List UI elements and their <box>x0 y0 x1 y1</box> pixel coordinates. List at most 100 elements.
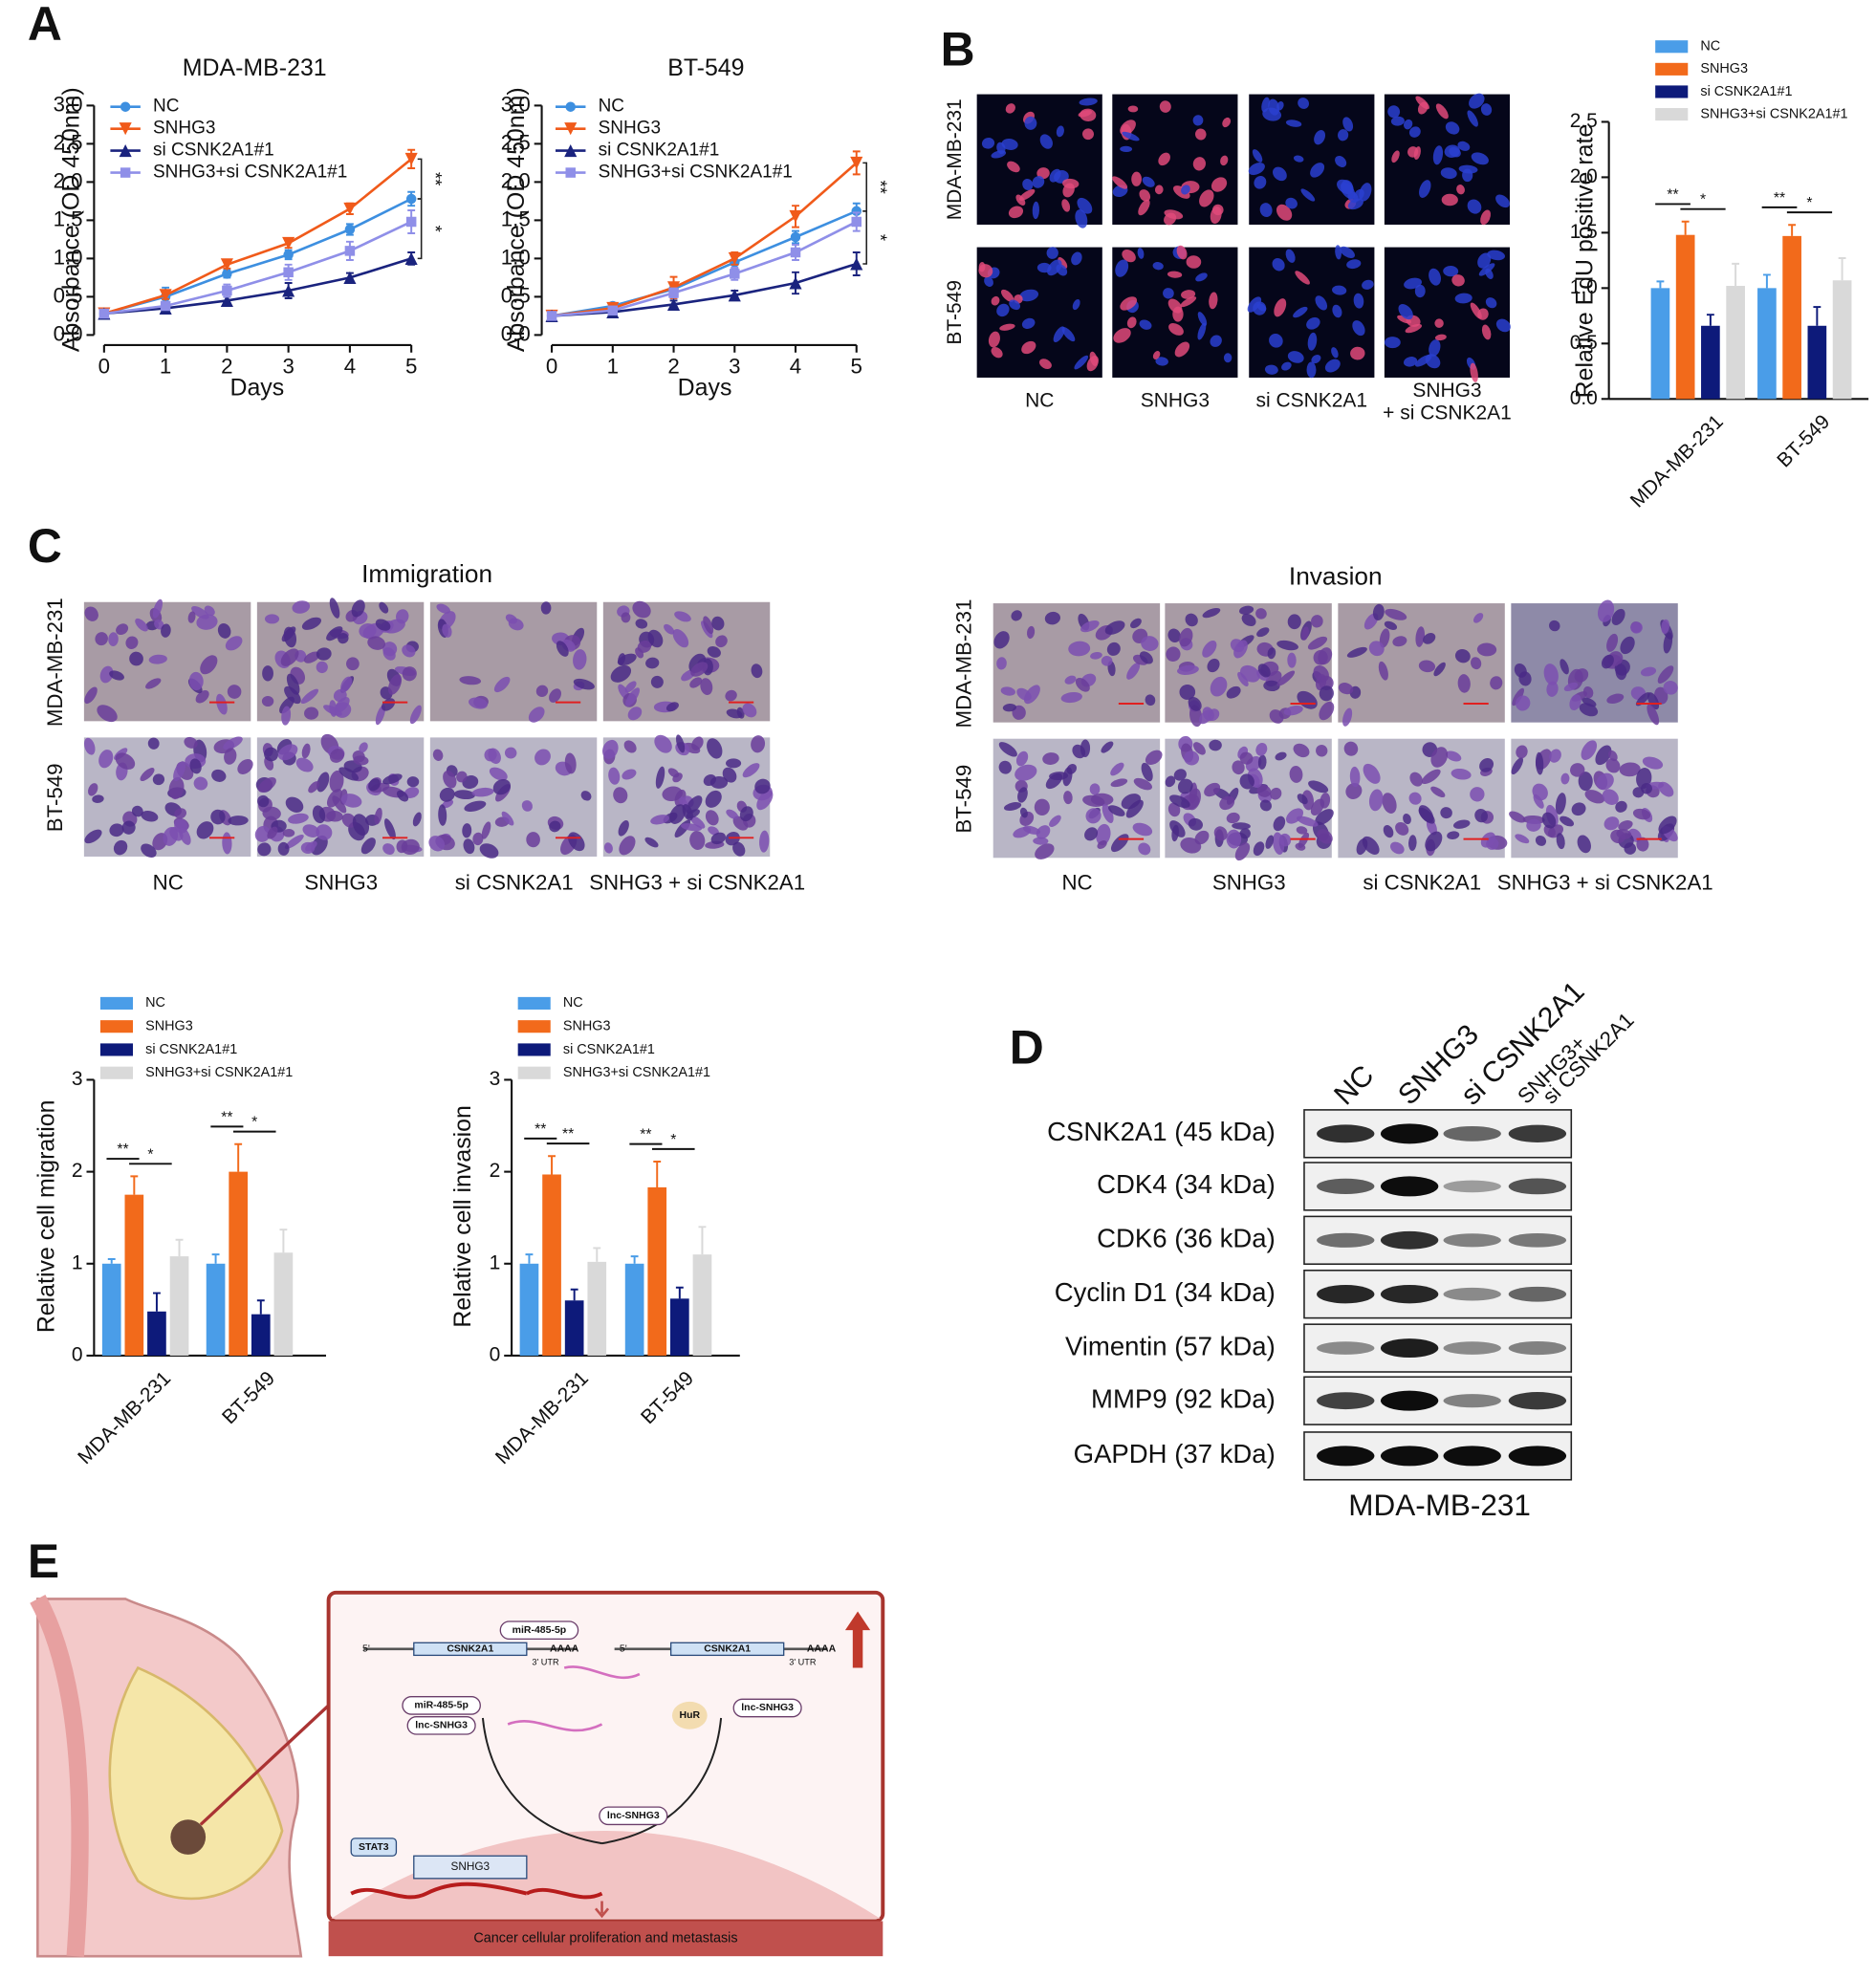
cell <box>981 138 995 149</box>
cell <box>472 832 484 846</box>
cell <box>1447 831 1460 839</box>
cell <box>1159 100 1171 113</box>
series-line <box>103 158 412 315</box>
diagram-label: AAAA <box>550 1644 579 1655</box>
cell <box>113 839 128 856</box>
data-point <box>222 269 232 279</box>
y-tick-label: 2.5 <box>1570 110 1598 132</box>
y-tick-label: 2.0 <box>501 168 531 192</box>
cell <box>329 598 340 619</box>
cell <box>152 598 163 619</box>
legend-swatch <box>99 996 134 1010</box>
error-bar <box>1732 262 1740 287</box>
cell <box>1569 694 1582 711</box>
cell <box>1080 620 1100 633</box>
cell <box>1139 319 1152 330</box>
cell <box>1232 760 1245 775</box>
cell <box>1301 626 1309 641</box>
cell <box>1479 757 1494 772</box>
cell <box>665 702 679 712</box>
cell <box>379 601 389 614</box>
cell <box>991 347 1003 359</box>
data-point <box>728 289 741 302</box>
cell <box>1021 317 1036 329</box>
data-point <box>405 193 417 205</box>
error-bar <box>1681 220 1690 235</box>
cell <box>217 622 231 639</box>
data-point <box>790 247 801 258</box>
cell <box>1658 781 1674 797</box>
blot-band <box>1443 1125 1501 1142</box>
error-bar <box>1706 314 1714 326</box>
cell <box>1188 696 1202 711</box>
cell <box>669 804 687 824</box>
cell <box>1075 677 1090 692</box>
blot-band <box>1508 1446 1567 1467</box>
cell <box>1176 245 1188 260</box>
cell <box>1075 209 1088 228</box>
cell <box>1042 752 1059 765</box>
cell <box>674 611 691 622</box>
significance-label: ** <box>871 180 891 193</box>
cell <box>603 842 613 854</box>
cell <box>316 647 332 661</box>
cell <box>1276 670 1296 686</box>
cell <box>195 690 209 704</box>
cell <box>1263 680 1280 692</box>
significance-label: ** <box>117 1142 128 1158</box>
blot-band <box>1380 1338 1439 1359</box>
data-point <box>160 300 171 312</box>
data-point <box>220 294 233 307</box>
y-tick-label: 2 <box>490 1160 501 1182</box>
bar <box>669 1298 689 1356</box>
cell <box>1141 636 1159 651</box>
cell <box>1033 837 1049 845</box>
cell <box>1331 347 1339 359</box>
y-tick-label: 0 <box>72 1344 83 1366</box>
cell <box>135 618 148 632</box>
column-label: SNHG3 <box>1212 871 1286 895</box>
blot-band <box>1443 1180 1501 1193</box>
cell <box>1081 128 1095 141</box>
diagram-label: lnc-SNHG3 <box>607 1811 660 1821</box>
cell <box>280 648 299 666</box>
cell <box>573 678 595 690</box>
series-line <box>103 220 412 315</box>
legend-label: SNHG3 <box>1700 61 1748 76</box>
cell <box>1480 209 1492 226</box>
significance-label: * <box>251 1115 257 1131</box>
cell <box>1574 668 1589 683</box>
cell <box>1474 808 1488 823</box>
cell <box>655 766 665 789</box>
cell <box>1163 288 1174 299</box>
significance-label: * <box>670 1132 676 1148</box>
cell <box>115 752 136 770</box>
blot-band <box>1380 1176 1439 1197</box>
column-label: NC <box>1025 389 1054 411</box>
cell <box>304 707 319 720</box>
significance-label: ** <box>562 1126 574 1142</box>
cell <box>1618 820 1633 831</box>
error-bar <box>548 1155 556 1175</box>
cell <box>722 767 737 783</box>
cell <box>174 818 188 834</box>
cell <box>359 623 377 639</box>
cell <box>1446 750 1462 762</box>
cell <box>1036 825 1051 839</box>
cell <box>1167 628 1181 643</box>
hur-protein <box>671 1701 708 1729</box>
cell <box>1549 620 1560 632</box>
cell <box>1413 146 1421 161</box>
cell <box>1298 98 1309 109</box>
cell <box>1315 295 1328 311</box>
cell <box>1230 639 1245 653</box>
muscle <box>30 1594 89 1957</box>
cell <box>1317 829 1333 844</box>
cell <box>1000 686 1015 696</box>
cell <box>402 666 417 682</box>
cell <box>152 773 165 786</box>
cell <box>1640 666 1657 677</box>
legend-marker <box>119 144 132 158</box>
cell <box>1106 642 1121 656</box>
cell <box>1072 744 1086 759</box>
